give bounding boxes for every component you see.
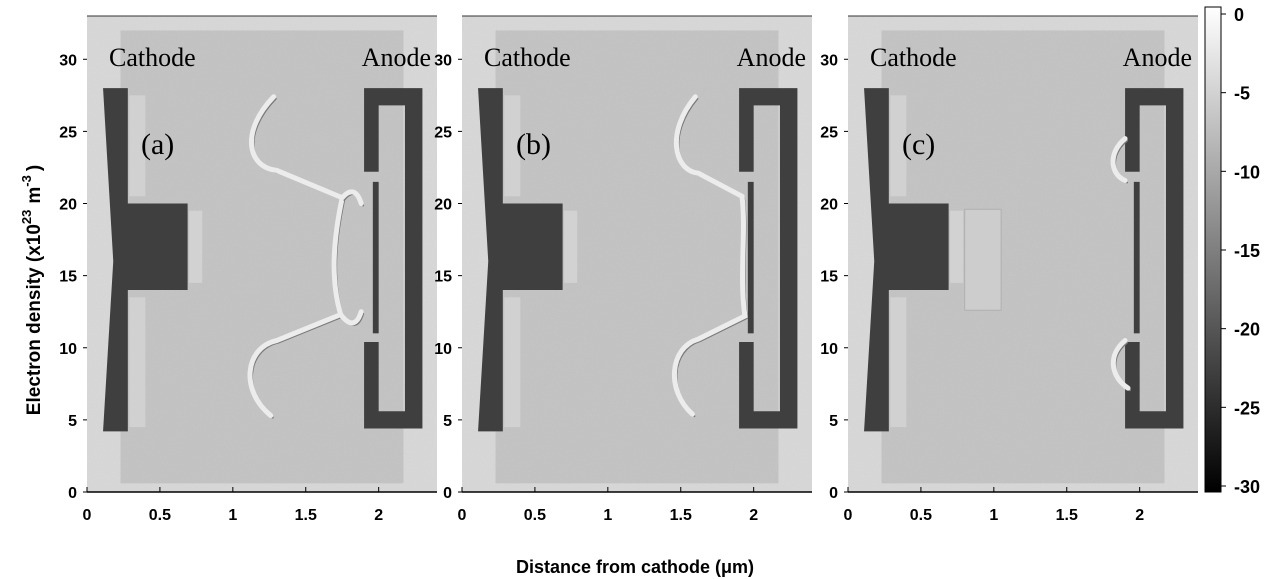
- depletion-front: [1110, 136, 1128, 183]
- y-tick-label: 25: [434, 124, 452, 141]
- cathode-edge-upper: [890, 95, 907, 197]
- colorbar-ticks: 0 -5 -10 -15 -20 -25 -30: [1221, 5, 1260, 497]
- depletion-front: [671, 94, 748, 417]
- y-tick-label: 5: [443, 413, 452, 430]
- anode-stem: [747, 181, 754, 334]
- y-axis-title: Electron density (x1023m-3): [19, 165, 45, 415]
- anode-electrode: [1125, 88, 1184, 429]
- y-tick-label: 5: [829, 413, 838, 430]
- y-tick-label: 10: [434, 341, 452, 358]
- colorbar-tick-label: 0: [1234, 5, 1244, 25]
- colorbar: 0 -5 -10 -15 -20 -25 -30: [1204, 5, 1260, 497]
- y-tick-label: 15: [434, 269, 452, 286]
- colorbar-tick-label: -20: [1234, 320, 1260, 340]
- depletion-front: [1110, 338, 1131, 391]
- cathode-edge-lower: [504, 297, 521, 428]
- anode-stem: [372, 181, 379, 334]
- y-tick-label: 0: [443, 485, 452, 502]
- x-tick-label: 0: [458, 507, 467, 524]
- y-tick-label: 20: [59, 197, 77, 214]
- cathode-tip-edge: [189, 210, 203, 283]
- anode-stem: [1133, 181, 1140, 334]
- x-tick-label: 1: [989, 507, 998, 524]
- y-tick-label: 15: [820, 269, 838, 286]
- cathode-label: Cathode: [870, 43, 957, 72]
- colorbar-tick-label: -30: [1234, 477, 1260, 497]
- cathode-label: Cathode: [484, 43, 571, 72]
- y-tick-label: 30: [820, 52, 838, 69]
- x-tick-label: 0.5: [149, 507, 171, 524]
- cathode-electrode: [864, 88, 949, 432]
- panel-letter: (b): [516, 128, 551, 161]
- y-tick-label: 20: [434, 197, 452, 214]
- colorbar-tick-label: -15: [1234, 241, 1260, 261]
- x-tick-label: 2: [1135, 507, 1144, 524]
- cathode-tip-edge: [564, 210, 578, 283]
- anode-label: Anode: [1123, 43, 1192, 72]
- y-tick-label: 15: [59, 269, 77, 286]
- depletion-front: [339, 189, 364, 207]
- anode-electrode: [739, 88, 798, 429]
- y-tick-label: 10: [59, 341, 77, 358]
- x-tick-label: 0.5: [524, 507, 546, 524]
- x-tick-label: 1: [228, 507, 237, 524]
- colorbar-tick-label: -5: [1234, 84, 1250, 104]
- depletion-front: [247, 94, 346, 419]
- y-tick-label: 25: [820, 124, 838, 141]
- cathode-electrode: [103, 88, 188, 432]
- y-tick-label: 25: [59, 124, 77, 141]
- anode-electrode: [364, 88, 423, 429]
- cathode-edge-upper: [129, 95, 146, 197]
- panel-letter: (a): [141, 128, 174, 161]
- cathode-edge-lower: [129, 297, 146, 428]
- y-tick-label: 30: [434, 52, 452, 69]
- cathode-tip-cloud: [964, 208, 1002, 311]
- colorbar-tick-label: -25: [1234, 398, 1260, 418]
- cathode-edge-upper: [504, 95, 521, 197]
- x-tick-label: 1.5: [1056, 507, 1078, 524]
- y-tick-label: 30: [59, 52, 77, 69]
- y-tick-label: 10: [820, 341, 838, 358]
- x-tick-label: 1: [603, 507, 612, 524]
- y-tick-label: 5: [68, 413, 77, 430]
- x-axis-title: Distance from cathode (μm): [516, 557, 754, 577]
- x-tick-label: 0: [83, 507, 92, 524]
- y-tick-label: 0: [829, 485, 838, 502]
- cathode-label: Cathode: [109, 43, 196, 72]
- anode-label: Anode: [737, 43, 806, 72]
- x-tick-label: 2: [374, 507, 383, 524]
- y-tick-label: 0: [68, 485, 77, 502]
- x-tick-label: 1.5: [670, 507, 692, 524]
- x-tick-label: 1.5: [295, 507, 317, 524]
- x-tick-label: 0: [844, 507, 853, 524]
- cathode-tip-edge: [950, 210, 964, 283]
- anode-label: Anode: [362, 43, 431, 72]
- panel-letter: (c): [902, 128, 935, 161]
- cathode-edge-lower: [890, 297, 907, 428]
- colorbar-tick-label: -10: [1234, 162, 1260, 182]
- y-tick-label: 20: [820, 197, 838, 214]
- x-tick-label: 0.5: [910, 507, 932, 524]
- cathode-electrode: [478, 88, 563, 432]
- x-tick-label: 2: [749, 507, 758, 524]
- depletion-front: [338, 309, 364, 326]
- colorbar-gradient: [1204, 6, 1222, 493]
